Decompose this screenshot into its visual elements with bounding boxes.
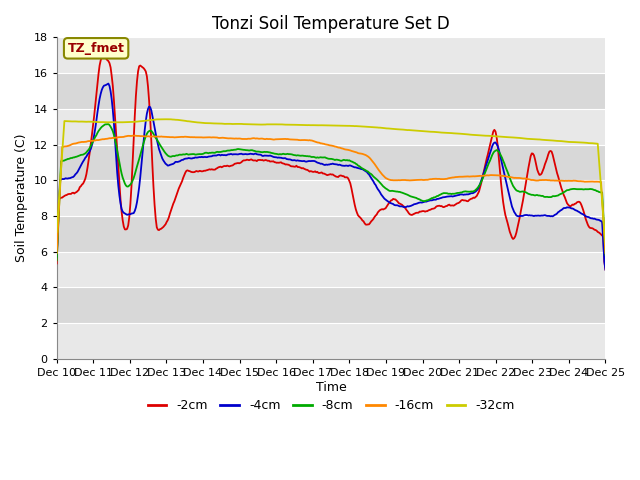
Bar — [57, 252, 605, 288]
Y-axis label: Soil Temperature (C): Soil Temperature (C) — [15, 134, 28, 263]
Bar — [57, 37, 605, 73]
Text: TZ_fmet: TZ_fmet — [68, 42, 125, 55]
Bar — [57, 73, 605, 109]
Bar — [57, 288, 605, 323]
X-axis label: Time: Time — [316, 381, 346, 394]
Legend: -2cm, -4cm, -8cm, -16cm, -32cm: -2cm, -4cm, -8cm, -16cm, -32cm — [143, 394, 520, 417]
Bar — [57, 109, 605, 144]
Bar — [57, 144, 605, 180]
Title: Tonzi Soil Temperature Set D: Tonzi Soil Temperature Set D — [212, 15, 450, 33]
Bar — [57, 323, 605, 359]
Bar — [57, 216, 605, 252]
Bar — [57, 180, 605, 216]
